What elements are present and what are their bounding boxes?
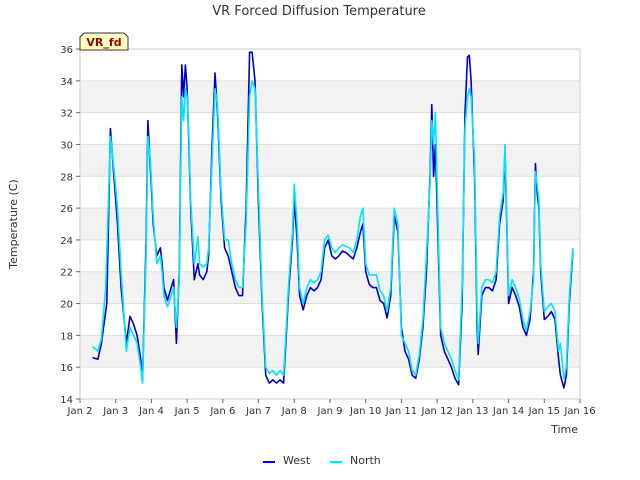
y-tick-label: 14 — [60, 395, 73, 406]
plot-band — [80, 367, 580, 399]
plot-band — [80, 303, 580, 336]
annotation-badge: VR_fd — [79, 32, 129, 51]
y-tick-label: 30 — [60, 140, 73, 151]
x-tick-label: Jan 14 — [492, 406, 524, 417]
y-tick-label: 20 — [60, 300, 73, 311]
y-tick-label: 36 — [60, 45, 73, 56]
x-tick-label: Jan 12 — [420, 406, 452, 417]
x-tick-label: Jan 7 — [245, 406, 271, 417]
legend-item-north: North — [330, 454, 381, 467]
legend: West North — [263, 454, 381, 467]
plot-band — [80, 80, 580, 113]
legend-item-west: West — [263, 454, 311, 467]
plot-band — [80, 271, 580, 304]
plot-bands — [80, 49, 580, 399]
x-tick-label: Jan 2 — [67, 406, 93, 417]
x-tick-label: Jan 6 — [209, 406, 235, 417]
x-axis: Jan 2 Jan 3 Jan 4 Jan 5 Jan 6 Jan 7 Jan 8 Jan 9… — [67, 399, 596, 417]
plot-band — [80, 144, 580, 177]
y-tick-label: 18 — [60, 331, 73, 342]
plot-band — [80, 176, 580, 209]
x-tick-label: Jan 10 — [349, 406, 381, 417]
y-tick-label: 32 — [60, 109, 73, 120]
plot-band — [80, 112, 580, 145]
legend-label: West — [283, 454, 311, 467]
plot-band — [80, 49, 580, 81]
x-tick-label: Jan 15 — [528, 406, 560, 417]
annotation-text: VR_fd — [86, 36, 121, 49]
y-tick-label: 24 — [60, 236, 73, 247]
y-tick-label: 16 — [60, 363, 73, 374]
series-line-north — [91, 80, 574, 384]
x-tick-label: Jan 5 — [174, 406, 200, 417]
x-tick-label: Jan 8 — [281, 406, 307, 417]
y-axis: 14 16 18 20 22 24 26 28 30 32 34 36 — [60, 45, 80, 406]
x-tick-label: Jan 13 — [456, 406, 488, 417]
x-tick-label: Jan 9 — [317, 406, 343, 417]
x-axis-label: Time — [550, 423, 578, 436]
y-axis-label: Temperature (C) — [7, 179, 20, 269]
plot-band — [80, 208, 580, 240]
x-tick-label: Jan 3 — [102, 406, 128, 417]
legend-label: North — [350, 454, 381, 467]
y-tick-label: 22 — [60, 268, 73, 279]
x-tick-label: Jan 16 — [563, 406, 595, 417]
series-lines — [91, 51, 574, 389]
x-tick-label: Jan 11 — [385, 406, 417, 417]
x-tick-label: Jan 4 — [138, 406, 164, 417]
y-tick-label: 34 — [60, 77, 73, 88]
y-tick-label: 26 — [60, 204, 73, 215]
chart-title: VR Forced Diffusion Temperature — [212, 4, 426, 19]
plot-band — [80, 335, 580, 368]
y-tick-label: 28 — [60, 172, 73, 183]
